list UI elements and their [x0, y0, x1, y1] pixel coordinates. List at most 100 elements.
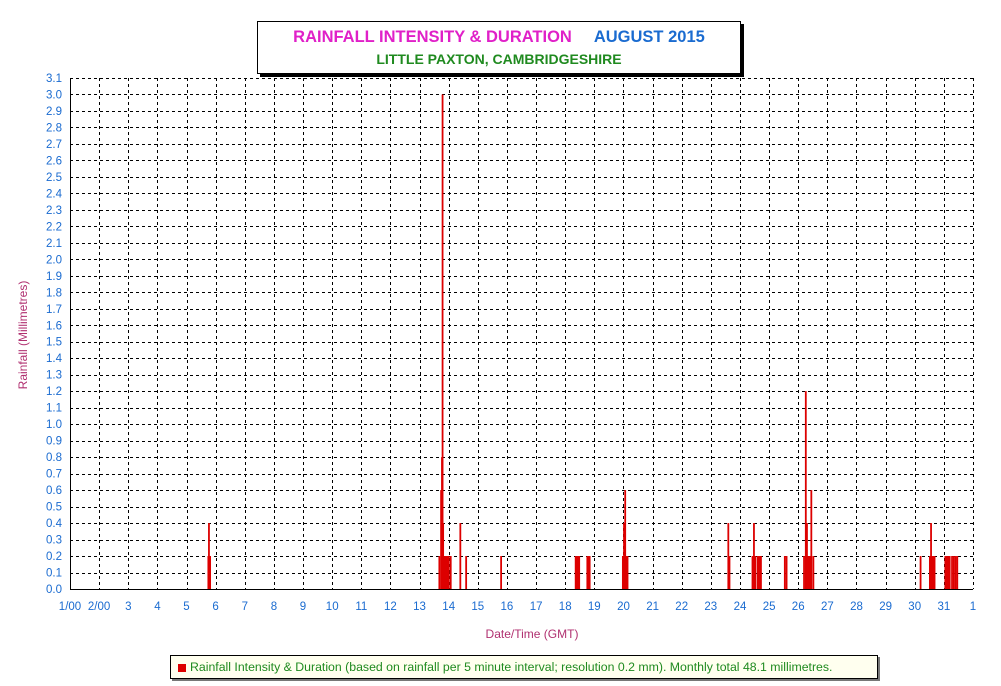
rainfall-bar [621, 556, 624, 589]
rainfall-bar [447, 556, 450, 589]
rainfall-bar [753, 523, 755, 589]
x-axis-label: Date/Time (GMT) [486, 627, 579, 641]
y-tick-label: 2.4 [46, 188, 63, 200]
x-tick-label: 9 [300, 601, 306, 613]
rainfall-bar [623, 523, 625, 589]
rainfall-bar [804, 391, 807, 589]
rainfall-bar [785, 556, 788, 589]
rainfall-bar [948, 556, 951, 589]
legend-swatch [178, 664, 186, 672]
x-tick-label: 18 [559, 601, 572, 613]
rainfall-bar [574, 556, 577, 589]
rainfall-bar [810, 490, 813, 589]
x-tick-label: 29 [879, 601, 892, 613]
x-tick-label: 1/00 [59, 601, 81, 613]
y-tick-label: 2.1 [46, 238, 62, 250]
rainfall-bar [947, 556, 950, 589]
y-tick-label: 1.6 [46, 320, 62, 332]
rainfall-bar [500, 556, 503, 589]
rainfall-bar [727, 523, 730, 589]
legend: Rainfall Intensity & Duration (based on … [170, 655, 878, 679]
rainfall-bar [209, 556, 212, 589]
rainfall-bar [951, 556, 953, 589]
x-tick-label: 1 [970, 601, 976, 613]
y-tick-label: 3.0 [46, 90, 62, 102]
y-tick-label: 1.3 [46, 370, 62, 382]
x-tick-label: 26 [792, 601, 805, 613]
rainfall-bar [932, 556, 935, 589]
rainfall-bar [783, 556, 786, 589]
rainfall-bar [751, 556, 754, 589]
y-tick-label: 1.2 [46, 386, 62, 398]
rainfall-bar [465, 556, 468, 589]
x-tick-label: 28 [850, 601, 863, 613]
y-tick-label: 1.4 [46, 353, 63, 365]
y-axis-label: Rainfall (Millimetres) [16, 281, 30, 390]
y-tick-label: 1.8 [46, 287, 62, 299]
rainfall-bar [577, 556, 579, 589]
rainfall-bar [578, 556, 581, 589]
rainfall-bar [459, 523, 462, 589]
y-tick-label: 2.9 [46, 106, 62, 118]
x-tick-label: 25 [763, 601, 776, 613]
rainfall-bar [444, 556, 447, 589]
rainfall-bar [756, 556, 759, 589]
rainfall-bar [449, 556, 452, 589]
rainfall-bar [588, 556, 591, 589]
rainfall-bar [575, 556, 578, 589]
rainfall-bar [760, 556, 762, 589]
rainfall-bar [441, 94, 444, 589]
rainfall-bar [807, 556, 810, 589]
chart-title-month: AUGUST 2015 [593, 28, 705, 46]
y-tick-label: 1.1 [46, 403, 62, 415]
grid-lines [70, 78, 974, 589]
y-tick-label: 0.4 [46, 518, 63, 530]
rainfall-bar [954, 556, 957, 589]
y-tick-label: 0.5 [46, 502, 62, 514]
y-tick-label: 0.2 [46, 551, 62, 563]
x-tick-label: 11 [355, 601, 367, 613]
x-tick-label: 19 [588, 601, 601, 613]
rainfall-bar [928, 556, 931, 589]
rainfall-bar [443, 556, 446, 589]
x-tick-labels: 1/00 2/00 3 4 5 6 7 8 9 10 11 12 13 14 15 16 17 18 19 20 21 2… [59, 601, 976, 613]
rainfall-bar [944, 556, 947, 589]
rainfall-bar [933, 556, 936, 589]
rainfall-bar [956, 556, 959, 589]
y-tick-label: 2.3 [46, 205, 62, 217]
y-tick-label: 0.3 [46, 535, 62, 547]
rainfall-bar [438, 556, 441, 589]
x-tick-label: 8 [271, 601, 277, 613]
rainfall-bar [754, 556, 757, 589]
y-tick-label: 2.7 [46, 139, 62, 151]
rainfall-bar [919, 556, 922, 589]
x-tick-label: 17 [530, 601, 543, 613]
x-tick-label: 20 [617, 601, 630, 613]
y-tick-label: 0.8 [46, 452, 62, 464]
y-tick-label: 1.7 [46, 304, 62, 316]
x-tick-label: 7 [242, 601, 248, 613]
x-tick-label: 21 [646, 601, 659, 613]
y-tick-label: 2.8 [46, 123, 62, 135]
axes [70, 78, 973, 590]
rainfall-bar [931, 556, 934, 589]
x-tick-label: 10 [326, 601, 339, 613]
rainfall-bars [207, 94, 959, 589]
x-tick-label: 31 [938, 601, 951, 613]
y-tick-label: 3.1 [46, 73, 62, 85]
rainfall-bar [587, 556, 590, 589]
rainfall-bar [812, 556, 815, 589]
x-tick-label: 2/00 [88, 601, 110, 613]
x-tick-label: 30 [908, 601, 921, 613]
chart-title: RAINFALL INTENSITY & DURATION [293, 28, 572, 46]
x-tick-label: 12 [384, 601, 397, 613]
rainfall-bar [945, 556, 948, 589]
y-tick-label: 0.6 [46, 485, 62, 497]
rainfall-bar [626, 556, 629, 589]
x-tick-label: 13 [413, 601, 426, 613]
x-tick-label: 16 [501, 601, 514, 613]
x-tick-label: 14 [442, 601, 455, 613]
rainfall-bar [930, 523, 932, 589]
x-tick-label: 23 [704, 601, 717, 613]
rainfall-bar [758, 556, 761, 589]
